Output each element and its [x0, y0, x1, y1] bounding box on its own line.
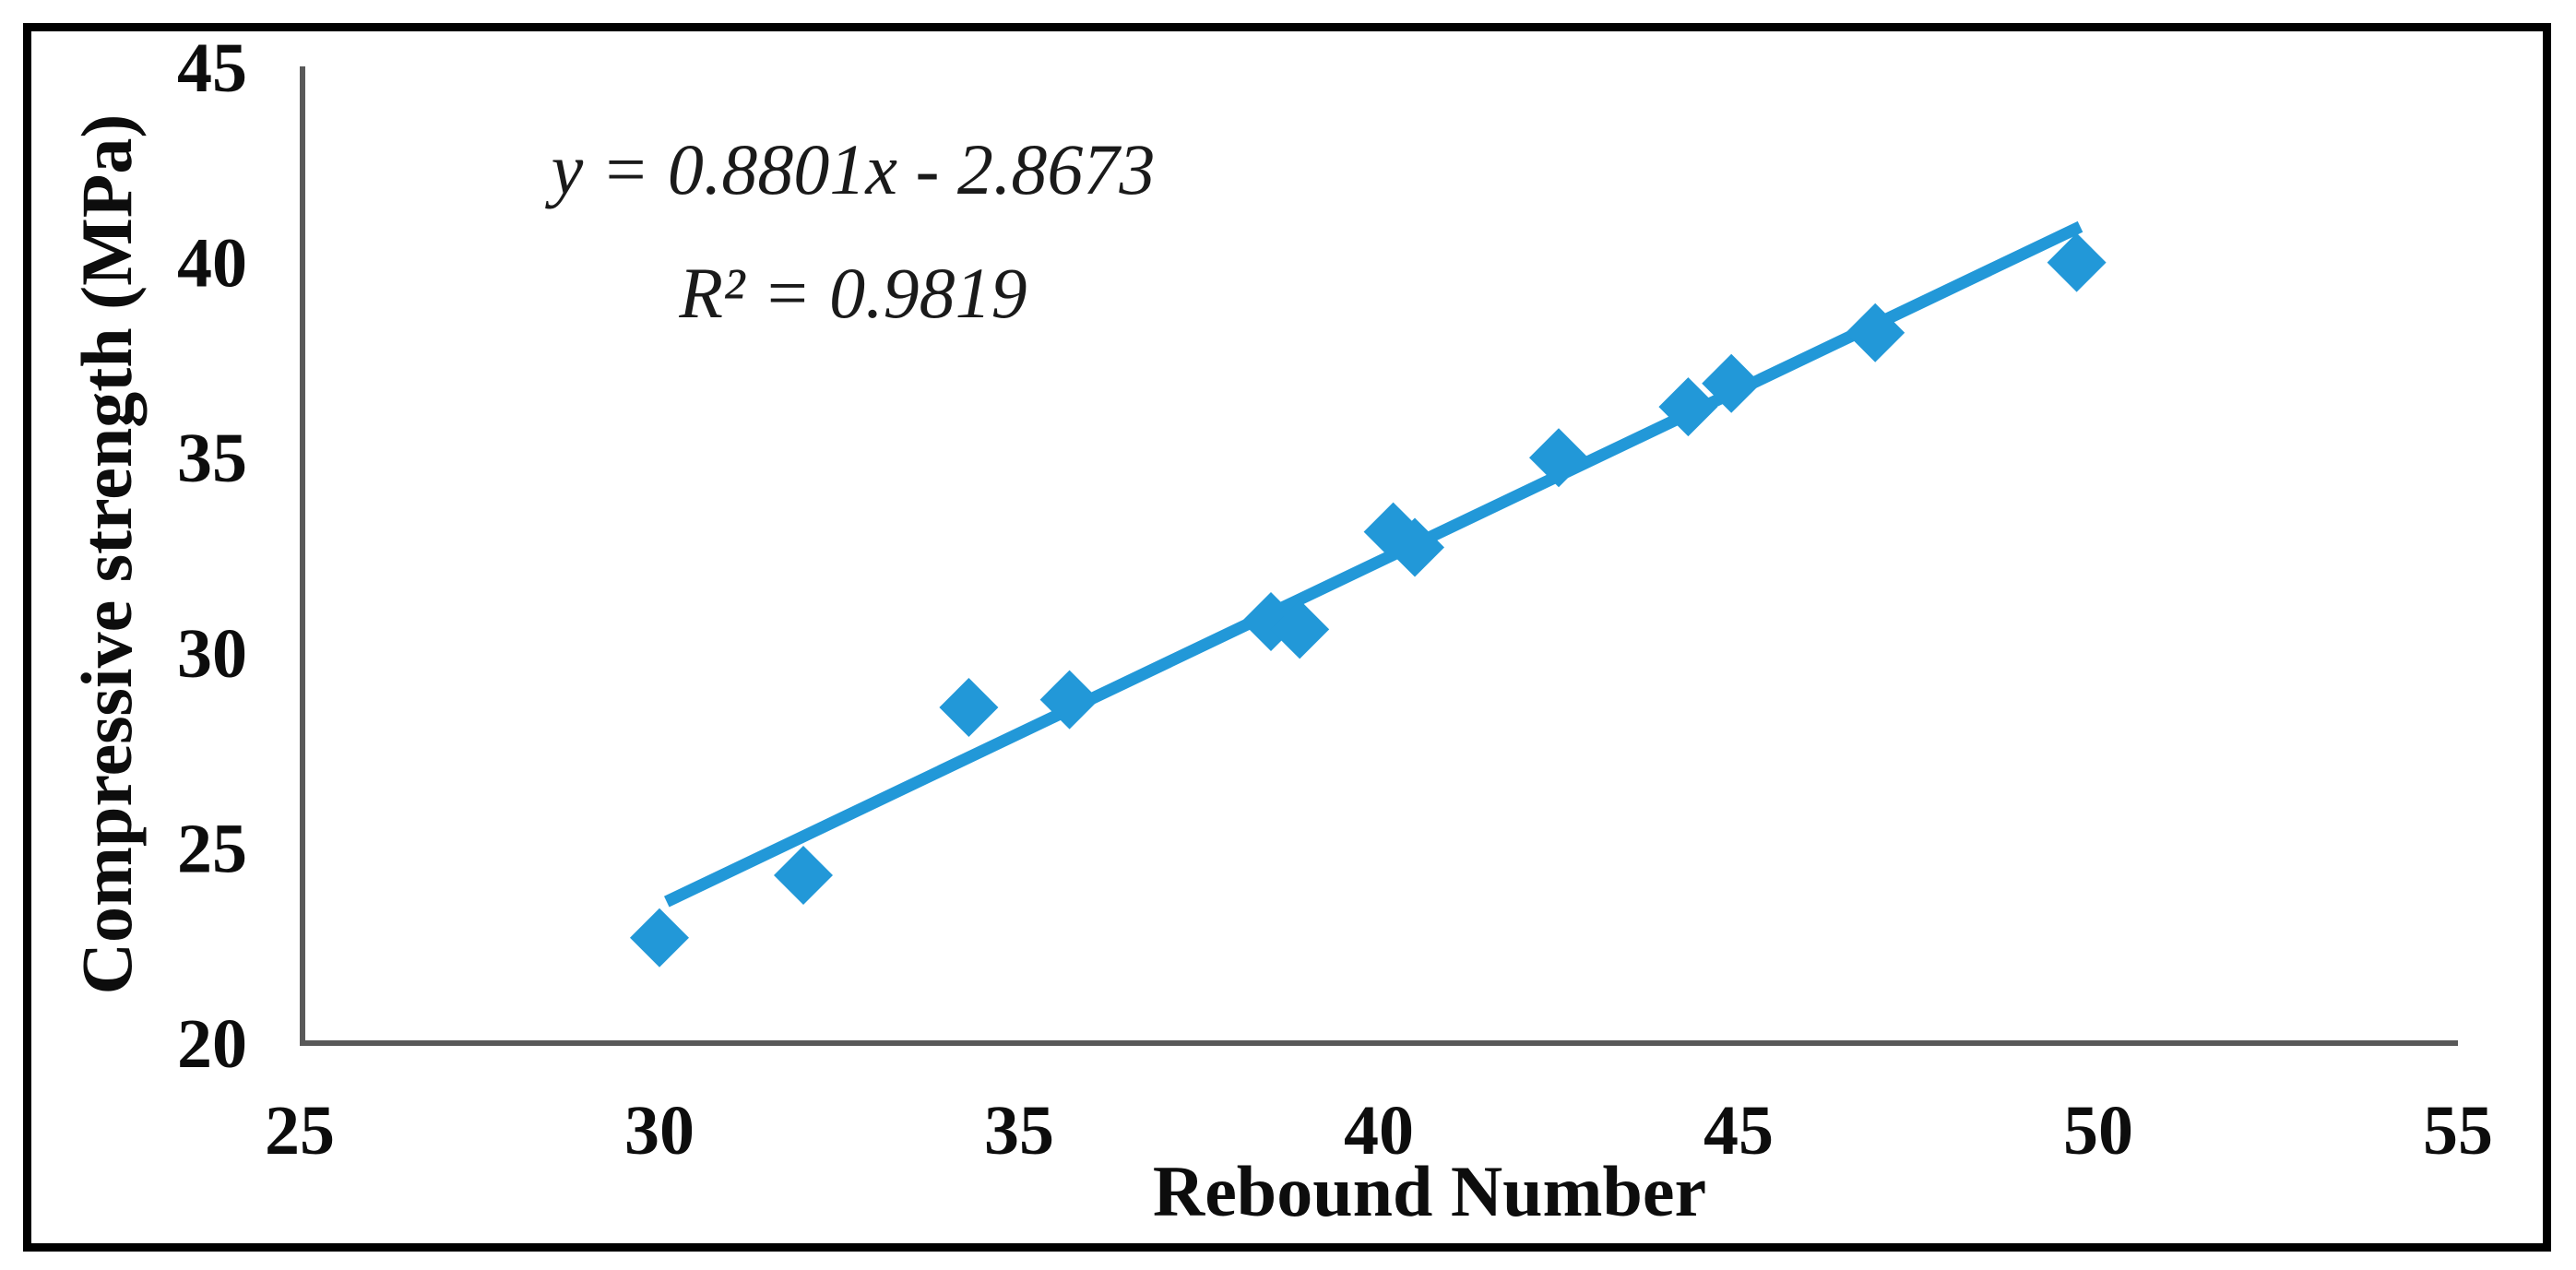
x-axis-title: Rebound Number	[1153, 1151, 1706, 1231]
trendline-equation: y = 0.8801x - 2.8673	[545, 129, 1156, 209]
axis-lines	[300, 66, 2458, 1046]
trendline-group	[663, 220, 2083, 908]
y-tick-label: 40	[177, 225, 247, 303]
x-tick-label: 30	[624, 1092, 694, 1169]
x-tick-label: 25	[265, 1092, 335, 1169]
y-tick-label: 30	[177, 615, 247, 693]
data-point-diamond	[630, 908, 689, 967]
data-point-diamond	[1385, 517, 1444, 577]
data-point-diamond	[939, 678, 999, 738]
trendline	[663, 220, 2083, 908]
r-squared-value: R² = 0.9819	[678, 253, 1027, 333]
y-tick-label: 35	[177, 420, 247, 497]
data-point-diamond	[1270, 599, 1330, 659]
data-point-diamond	[1702, 353, 1762, 413]
axes	[300, 66, 2458, 1046]
y-axis-title: Compressive strength (MPa)	[66, 114, 147, 995]
x-tick-label: 40	[1344, 1092, 1414, 1169]
data-point-diamond	[1846, 303, 1905, 362]
data-points	[630, 232, 2107, 967]
figure-border	[23, 23, 2551, 1252]
y-tick-label: 45	[177, 30, 247, 107]
y-tick-label: 25	[177, 810, 247, 887]
x-tick-label: 55	[2423, 1092, 2493, 1169]
data-point-diamond	[1529, 428, 1588, 488]
x-tick-label: 35	[984, 1092, 1054, 1169]
x-tick-label: 50	[2063, 1092, 2133, 1169]
x-tick-label: 45	[1703, 1092, 1774, 1169]
data-point-diamond	[2047, 232, 2107, 292]
data-point-diamond	[1039, 670, 1099, 730]
y-tick-label: 20	[177, 1005, 247, 1083]
data-point-diamond	[774, 846, 833, 906]
data-point-diamond	[1658, 377, 1718, 437]
